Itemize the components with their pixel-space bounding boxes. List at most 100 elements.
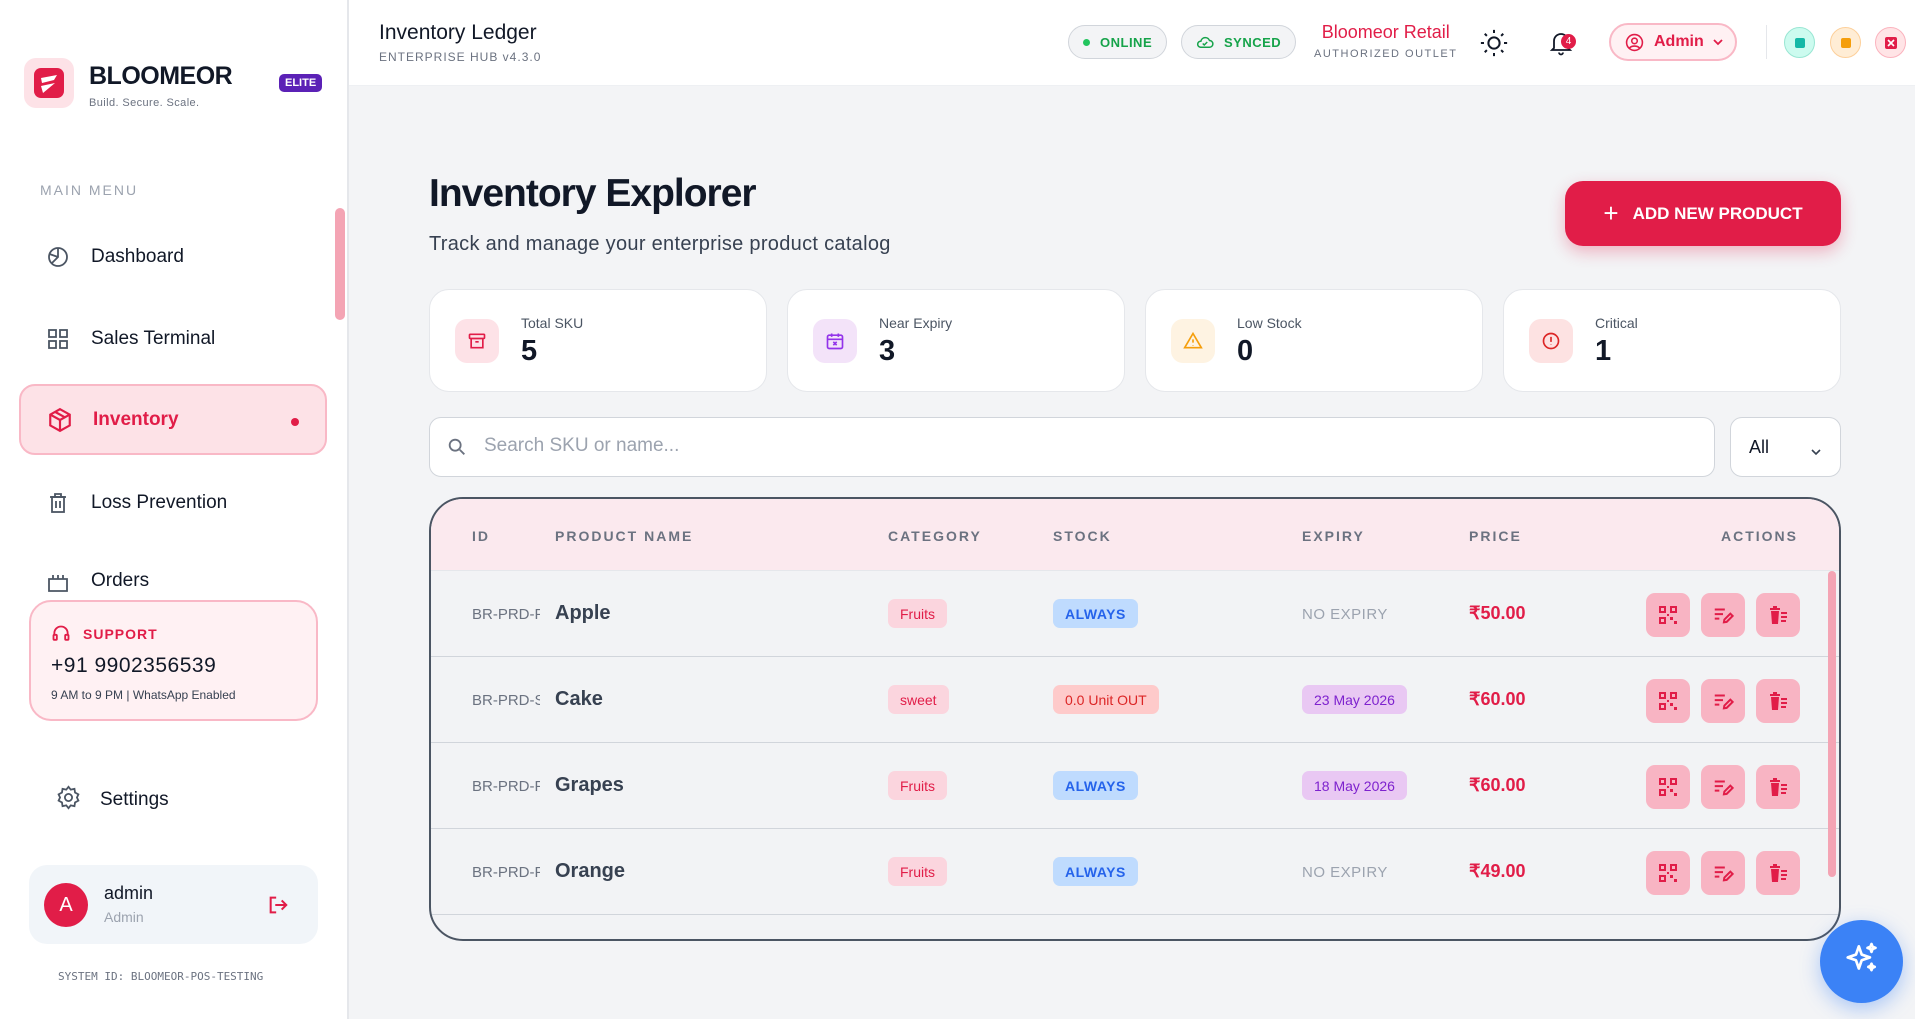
sidebar-item-label: Settings [100, 789, 169, 810]
sidebar-item-dashboard[interactable]: Dashboard [19, 221, 327, 292]
sidebar-item-label: Dashboard [91, 245, 184, 267]
stat-value: 5 [521, 335, 538, 367]
window-minimize-icon[interactable] [1784, 27, 1815, 58]
user-card: A admin Admin [29, 865, 318, 944]
avatar[interactable]: A [44, 883, 88, 927]
ai-assistant-button[interactable] [1820, 920, 1903, 1003]
category-filter-select[interactable]: All [1730, 417, 1841, 477]
table-row[interactable]: BR-PRD-F Orange Fruits ALWAYS NO EXPIRY … [431, 829, 1839, 915]
stock-badge: 0.0 Unit OUT [1053, 685, 1159, 714]
stock-badge: ALWAYS [1053, 857, 1138, 886]
edit-icon[interactable] [1701, 765, 1745, 809]
support-hours: 9 AM to 9 PM | WhatsApp Enabled [51, 688, 236, 702]
product-id: BR-PRD-F [472, 778, 540, 795]
table-row[interactable]: BR-PRD-F Apple Fruits ALWAYS NO EXPIRY ₹… [431, 571, 1839, 657]
sidebar-item-label: Orders [91, 570, 150, 591]
category-badge: Fruits [888, 771, 947, 800]
top-header: Inventory Ledger ENTERPRISE HUB v4.3.0 O… [349, 0, 1915, 86]
gear-icon [55, 784, 82, 816]
store-name: Bloomeor Retail [1321, 22, 1450, 42]
sidebar-item-loss-prevention[interactable]: Loss Prevention [19, 467, 327, 538]
box-icon [47, 407, 73, 433]
product-name: Orange [555, 860, 626, 882]
window-maximize-icon[interactable] [1830, 27, 1861, 58]
window-close-icon[interactable] [1875, 27, 1906, 58]
sync-status-badge: SYNCED [1181, 25, 1297, 59]
alert-circle-icon [1529, 319, 1573, 363]
qr-code-icon[interactable] [1646, 851, 1690, 895]
sidebar-item-label: Loss Prevention [91, 491, 228, 513]
sun-icon[interactable] [1479, 28, 1509, 58]
add-product-label: ADD NEW PRODUCT [1632, 203, 1803, 223]
delete-icon[interactable] [1756, 593, 1800, 637]
product-price: ₹60.00 [1469, 775, 1526, 795]
product-name: Cake [555, 688, 603, 710]
plan-badge: ELITE [279, 74, 323, 92]
edit-icon[interactable] [1701, 593, 1745, 637]
admin-menu-button[interactable]: Admin [1609, 23, 1737, 61]
col-header-actions: ACTIONS [1721, 528, 1798, 544]
add-product-button[interactable]: + ADD NEW PRODUCT [1565, 181, 1841, 246]
stat-label: Low Stock [1237, 315, 1302, 331]
stat-card-critical: Critical 1 [1503, 289, 1841, 392]
sidebar-item-sales-terminal[interactable]: Sales Terminal [19, 303, 327, 374]
user-circle-icon [1625, 33, 1644, 52]
chevron-down-icon [1712, 36, 1724, 48]
table-header: ID PRODUCT NAME CATEGORY STOCK EXPIRY PR… [431, 499, 1839, 571]
page-subtitle: Track and manage your enterprise product… [429, 233, 891, 255]
edit-icon[interactable] [1701, 679, 1745, 723]
headset-icon [51, 624, 71, 649]
stat-value: 1 [1595, 335, 1612, 367]
stat-card-low-stock: Low Stock 0 [1145, 289, 1483, 392]
edit-icon[interactable] [1701, 851, 1745, 895]
archive-icon [455, 319, 499, 363]
expiry-badge: 23 May 2026 [1302, 685, 1407, 714]
support-phone[interactable]: +91 9902356539 [51, 654, 217, 677]
product-id: BR-PRD-F [472, 864, 540, 881]
online-status-label: ONLINE [1100, 34, 1153, 50]
plus-icon: + [1603, 198, 1619, 228]
brand-logo-icon[interactable] [24, 58, 74, 108]
category-badge: Fruits [888, 599, 947, 628]
logout-icon[interactable] [267, 894, 289, 921]
col-header-id: ID [472, 528, 490, 544]
search-icon [446, 436, 468, 463]
store-subtitle: AUTHORIZED OUTLET [1314, 48, 1458, 60]
category-badge: sweet [888, 685, 949, 714]
sidebar-item-label: Inventory [93, 408, 179, 430]
product-name: Apple [555, 602, 611, 624]
sidebar-item-settings[interactable]: Settings [55, 784, 169, 816]
warning-icon [1171, 319, 1215, 363]
table-row[interactable]: BR-PRD-F Grapes Fruits ALWAYS 18 May 202… [431, 743, 1839, 829]
delete-icon[interactable] [1756, 851, 1800, 895]
sidebar-item-orders[interactable]: Orders [19, 548, 327, 592]
product-price: ₹60.00 [1469, 689, 1526, 709]
sync-status-label: SYNCED [1224, 34, 1282, 50]
store-info: Bloomeor Retail AUTHORIZED OUTLET [1314, 22, 1457, 60]
product-price: ₹50.00 [1469, 603, 1526, 623]
search-input[interactable] [484, 418, 1684, 474]
qr-code-icon[interactable] [1646, 679, 1690, 723]
qr-code-icon[interactable] [1646, 593, 1690, 637]
category-badge: Fruits [888, 857, 947, 886]
col-header-price: PRICE [1469, 528, 1522, 544]
delete-icon[interactable] [1756, 765, 1800, 809]
sidebar-scrollbar[interactable] [335, 208, 345, 320]
chevron-down-icon [1810, 442, 1822, 463]
expiry-text: NO EXPIRY [1302, 606, 1388, 623]
page-header-title: Inventory Ledger [379, 21, 537, 44]
table-row[interactable]: BR-PRD-S Cake sweet 0.0 Unit OUT 23 May … [431, 657, 1839, 743]
active-indicator [291, 418, 299, 426]
stock-badge: ALWAYS [1053, 771, 1138, 800]
stat-label: Near Expiry [879, 315, 953, 331]
delete-icon[interactable] [1756, 679, 1800, 723]
support-card: SUPPORT +91 9902356539 9 AM to 9 PM | Wh… [29, 600, 318, 721]
sidebar-item-inventory[interactable]: Inventory [19, 384, 327, 455]
stock-badge: ALWAYS [1053, 599, 1138, 628]
qr-code-icon[interactable] [1646, 765, 1690, 809]
grid-icon [45, 326, 71, 352]
table-scrollbar[interactable] [1828, 571, 1836, 877]
admin-menu-label: Admin [1654, 33, 1704, 50]
user-name: admin [104, 883, 154, 903]
filter-value: All [1749, 436, 1770, 457]
